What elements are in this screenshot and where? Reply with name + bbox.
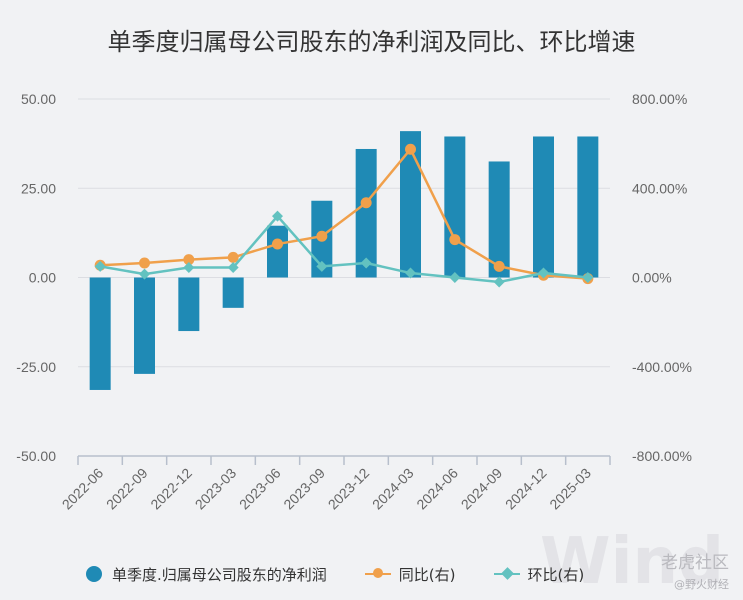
- tiger-watermark: 老虎社区: [661, 553, 729, 573]
- qoq-point: [582, 272, 594, 283]
- x-axis: 2022-062022-092022-122023-032023-062023-…: [59, 455, 611, 513]
- left-axis-ticks: 50.00 25.00 0.00 -25.00 -50.00: [16, 91, 56, 464]
- bar: [178, 277, 200, 332]
- qoq-point: [493, 276, 505, 288]
- left-tick-label: 25.00: [21, 180, 56, 196]
- bar: [444, 136, 466, 278]
- right-tick-label: -800.00%: [632, 448, 692, 464]
- legend-swatch-qoq: [493, 567, 520, 580]
- qoq-point: [94, 260, 106, 272]
- x-tick-label: 2022-09: [103, 465, 151, 513]
- qoq-point: [183, 261, 195, 273]
- qoq-point: [538, 267, 549, 279]
- qoq-point: [360, 257, 372, 269]
- right-tick-label: -400.00%: [632, 359, 692, 375]
- yoy-point: [272, 238, 283, 250]
- x-tick-label: 2023-03: [192, 465, 240, 513]
- line-series: [94, 143, 594, 288]
- yoy-line: [100, 146, 588, 280]
- x-tick-label: 2024-03: [369, 465, 417, 513]
- left-tick-label: 50.00: [21, 91, 56, 107]
- qoq-point: [449, 272, 461, 283]
- x-tick-label: 2022-06: [59, 465, 107, 513]
- legend-swatch-profit: [86, 566, 102, 582]
- bar: [533, 136, 554, 278]
- right-tick-label: 800.00%: [632, 91, 687, 107]
- yoy-point: [227, 251, 239, 263]
- bar: [577, 136, 599, 278]
- right-tick-label: 0.00%: [632, 270, 672, 286]
- qoq-point: [272, 210, 283, 222]
- legend-label-profit: 单季度.归属母公司股东的净利润: [112, 565, 327, 584]
- x-tick-label: 2025-03: [546, 465, 594, 513]
- yoy-point: [449, 234, 461, 246]
- legend-swatch-yoy: [364, 568, 391, 578]
- x-tick-label: 2022-12: [147, 465, 195, 513]
- x-tick-label: 2024-09: [458, 465, 506, 513]
- qoq-point: [316, 260, 328, 272]
- x-tick-label: 2024-06: [413, 465, 461, 513]
- yoy-point: [183, 254, 195, 266]
- bar: [267, 225, 288, 278]
- qoq-point: [405, 267, 416, 279]
- qoq-line: [99, 214, 588, 284]
- x-tick-label: 2023-06: [236, 465, 284, 513]
- bar: [222, 277, 244, 308]
- gridlines: [78, 98, 610, 457]
- wind-watermark: Wind: [540, 525, 724, 599]
- right-axis-ticks: 800.00% 400.00% 0.00% -400.00% -800.00%: [632, 91, 692, 464]
- legend: 单季度.归属母公司股东的净利润 同比(右) 环比(右): [0, 560, 743, 588]
- left-tick-label: -25.00: [16, 359, 56, 375]
- qoq-point: [227, 261, 239, 273]
- chart-title: 单季度归属母公司股东的净利润及同比、环比增速: [107, 28, 636, 56]
- yoy-point: [493, 260, 505, 272]
- legend-item-profit[interactable]: 单季度.归属母公司股东的净利润: [86, 564, 327, 585]
- yoy-point: [405, 143, 416, 155]
- bar: [134, 277, 155, 374]
- yoy-point: [316, 230, 328, 242]
- x-tick-label: 2024-12: [502, 465, 550, 513]
- qoq-point: [139, 268, 150, 280]
- legend-item-qoq[interactable]: 环比(右): [493, 564, 585, 585]
- bar: [488, 161, 510, 278]
- legend-label-yoy: 同比(右): [398, 565, 456, 584]
- yoy-point: [139, 257, 150, 269]
- left-tick-label: -50.00: [16, 448, 56, 464]
- right-tick-label: 400.00%: [632, 180, 687, 196]
- legend-label-qoq: 环比(右): [527, 565, 585, 584]
- bar: [355, 148, 377, 278]
- bar: [89, 277, 111, 390]
- yoy-point: [360, 197, 372, 209]
- bar: [400, 131, 421, 278]
- left-tick-label: 0.00: [29, 270, 56, 286]
- x-tick-label: 2023-09: [280, 465, 328, 513]
- legend-item-yoy[interactable]: 同比(右): [364, 564, 456, 585]
- x-tick-label: 2023-12: [325, 465, 373, 513]
- author-watermark: @野火财经: [674, 578, 729, 591]
